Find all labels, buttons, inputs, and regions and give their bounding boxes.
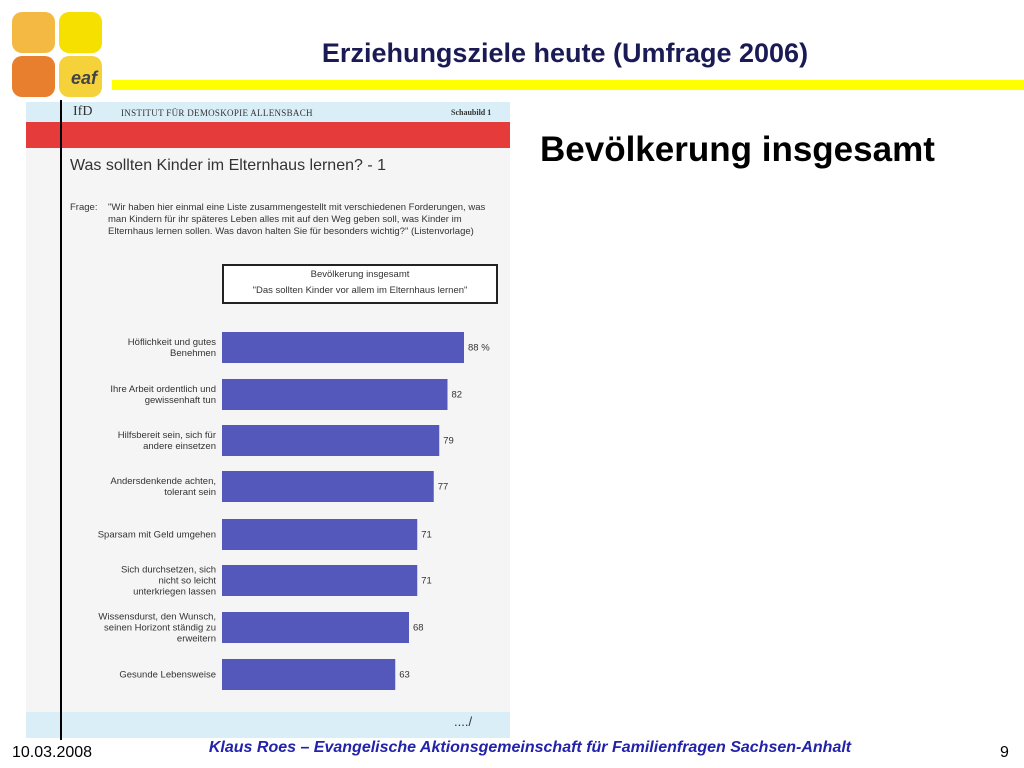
bar-value-label: 88 % (468, 343, 490, 354)
logo-square (12, 56, 55, 97)
legend-box: Bevölkerung insgesamt "Das sollten Kinde… (222, 264, 498, 304)
logo-square (59, 12, 102, 53)
bar (222, 471, 434, 502)
question-text: "Wir haben hier einmal eine Liste zusamm… (108, 202, 486, 237)
slide-title: Erziehungsziele heute (Umfrage 2006) (321, 38, 809, 68)
bar (222, 519, 418, 550)
continued-marker: ..../ (454, 714, 473, 729)
footer-credit: Klaus Roes – Evangelische Aktionsgemeins… (208, 739, 852, 756)
bar (222, 425, 440, 456)
title-underline (112, 80, 1024, 90)
bar-value-label: 63 (399, 670, 410, 681)
subtitle: Bevölkerung insgesamt (540, 130, 935, 169)
survey-figure: IfD INSTITUT FÜR DEMOSKOPIE ALLENSBACH S… (26, 102, 510, 738)
bar-chart: 88 % Höflichkeit und gutes Benehmen 82 Ihre … (98, 332, 490, 690)
legend-line-1: Bevölkerung insgesamt (310, 269, 410, 280)
category-label: Wissensdurst, den Wunsch, seinen Horizont… (98, 612, 216, 645)
category-label: Gesunde Lebensweise (119, 670, 216, 681)
logo-square (59, 56, 102, 97)
legend-line-2: "Das sollten Kinder vor allem im Elternh… (252, 285, 468, 296)
logo-text: eaf (70, 68, 97, 88)
vertical-divider (60, 100, 62, 740)
category-label: Sparsam mit Geld umgehen (98, 530, 216, 541)
schaubild-label: Schaubild 1 (451, 108, 492, 117)
bar (222, 612, 409, 643)
category-label: Hilfsbereit sein, sich für andere einsetz… (118, 430, 216, 452)
eaf-logo: eaf (10, 10, 102, 98)
footer-date: 10.03.2008 (12, 744, 93, 761)
bar-value-label: 71 (421, 576, 432, 587)
page-number: 9 (1000, 744, 1009, 761)
bar-value-label: 71 (421, 530, 432, 541)
figure-red-band (26, 122, 510, 148)
category-label: Höflichkeit und gutes Benehmen (128, 337, 216, 359)
ifd-logo: IfD (73, 104, 93, 119)
logo-square (12, 12, 55, 53)
bar-value-label: 77 (438, 482, 449, 493)
figure-title: Was sollten Kinder im Elternhaus lernen?… (70, 157, 386, 174)
bar-value-label: 82 (452, 390, 463, 401)
bar (222, 659, 396, 690)
figure-footer (26, 712, 510, 738)
question-label: Frage: (70, 202, 98, 213)
bar (222, 565, 418, 596)
bar-value-label: 68 (413, 623, 424, 634)
bar (222, 332, 464, 363)
category-label: Ihre Arbeit ordentlich und gewissenhaft t… (110, 384, 216, 406)
bar-value-label: 79 (443, 436, 454, 447)
figure-header (26, 102, 510, 122)
category-label: Andersdenkende achten, tolerant sein (110, 476, 216, 498)
institute-name: INSTITUT FÜR DEMOSKOPIE ALLENSBACH (121, 108, 313, 118)
bar (222, 379, 448, 410)
category-label: Sich durchsetzen, sich nicht so leicht unt… (121, 565, 216, 598)
